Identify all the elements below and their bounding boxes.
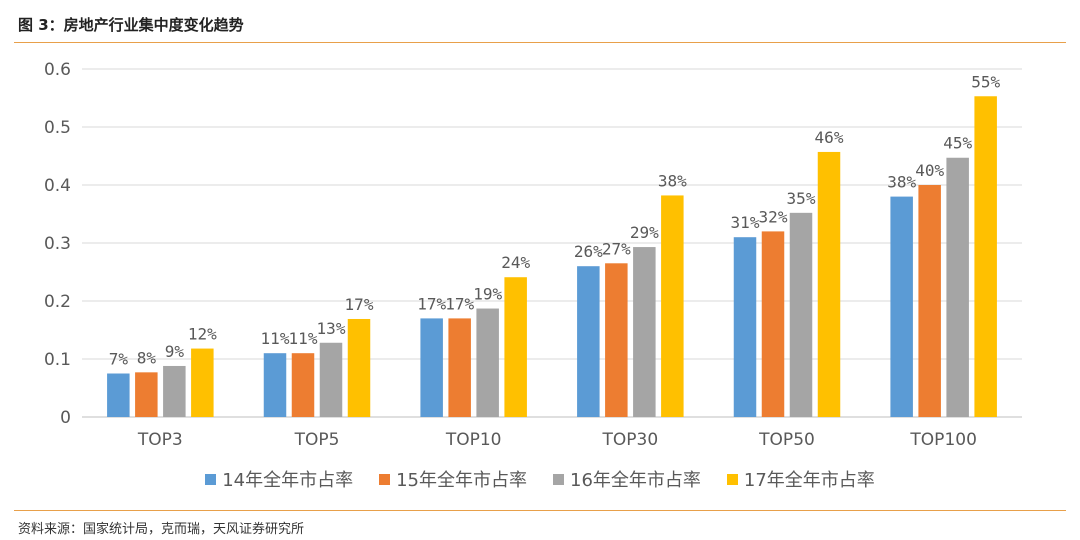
y-tick-label: 0.2 (44, 292, 71, 312)
bar (661, 195, 684, 417)
bar (946, 157, 969, 418)
bar (633, 247, 656, 417)
data-label: 32% (759, 207, 788, 226)
y-tick-label: 0.5 (44, 118, 71, 138)
bar (504, 277, 527, 417)
legend-swatch (379, 473, 391, 485)
data-label: 17% (417, 294, 446, 313)
data-label: 17% (445, 294, 474, 313)
y-tick-label: 0.6 (44, 60, 71, 80)
data-label: 26% (574, 242, 603, 261)
y-tick-label: 0.3 (44, 234, 71, 254)
bar (761, 231, 785, 417)
bar (974, 96, 997, 417)
gridlines (82, 68, 1022, 418)
legend-label: 16年全年市占率 (570, 470, 701, 491)
bar (476, 308, 499, 417)
x-tick-label: TOP10 (445, 430, 502, 450)
bar (319, 342, 343, 417)
data-labels: 7% 8% 9%12% 11% 11%13%17% 17% 17%19%24%26% 27%2… (109, 72, 1001, 368)
data-label: 11% (261, 329, 290, 348)
data-label: 11% (289, 329, 318, 348)
bar (291, 353, 315, 417)
data-label: 7% (109, 350, 129, 369)
x-tick-label: TOP30 (602, 430, 659, 450)
data-label: 29% (630, 223, 659, 242)
bar (420, 318, 443, 417)
bar (347, 318, 371, 417)
y-tick-label: 0.1 (44, 350, 71, 370)
data-label: 8% (137, 348, 157, 367)
x-tick-label: TOP5 (294, 430, 340, 450)
data-label: 35% (787, 189, 816, 208)
legend-swatch (553, 473, 564, 485)
data-label: 40% (915, 161, 944, 180)
bar (890, 196, 913, 417)
data-label: 24% (501, 253, 530, 272)
bar (191, 348, 214, 417)
legend-label: 15年全年市占率 (396, 470, 527, 491)
bar (733, 237, 757, 417)
chart-title: 图 3：房地产行业集中度变化趋势 (18, 16, 244, 34)
x-axis: TOP3 TOP5 TOP10 TOP30 TOP50 TOP100 (137, 430, 977, 450)
data-label: 45% (943, 134, 972, 153)
legend-swatch (726, 473, 738, 485)
bar (163, 365, 186, 417)
x-tick-label: TOP100 (909, 430, 976, 450)
bar (577, 266, 600, 417)
data-label: 46% (815, 128, 844, 147)
legend-item: 16年全年市占率 (553, 466, 701, 492)
y-tick-label: 0.4 (44, 176, 71, 196)
x-tick-label: TOP3 (137, 430, 183, 450)
source-divider (14, 510, 1066, 511)
bar (817, 151, 841, 417)
legend-label: 17年全年市占率 (743, 470, 875, 491)
legend-label: 14年全年市占率 (222, 470, 354, 491)
bars (107, 96, 997, 418)
bar (918, 185, 941, 417)
data-label: 13% (317, 319, 346, 338)
data-label: 31% (731, 213, 760, 232)
legend: 14年全年市占率 15年全年市占率 16年全年市占率 17年全年市占率 (0, 466, 1080, 492)
legend-swatch (205, 473, 217, 485)
y-axis: 0 0.1 0.2 0.3 0.4 0.5 0.6 (44, 60, 71, 428)
bar (448, 318, 471, 417)
data-label: 38% (658, 171, 687, 190)
legend-item: 14年全年市占率 (205, 466, 353, 492)
bar (605, 263, 628, 417)
data-label: 55% (971, 72, 1000, 91)
data-label: 12% (188, 325, 217, 344)
title-divider (14, 42, 1066, 43)
bar (135, 372, 158, 417)
legend-item: 15年全年市占率 (379, 466, 527, 492)
data-label: 9% (165, 342, 185, 361)
bar (107, 373, 130, 417)
data-label: 27% (602, 239, 631, 258)
x-tick-label: TOP50 (758, 430, 815, 450)
source-note: 资料来源：国家统计局，克而瑞，天风证券研究所 (18, 522, 305, 537)
bar (789, 212, 813, 417)
data-label: 17% (345, 295, 374, 314)
data-label: 19% (473, 285, 502, 304)
bar-chart: 00.10.20.30.40.50.6 7% 8% 9%12% 11% 11%13%17… (44, 60, 1022, 450)
legend-item: 17年全年市占率 (726, 466, 875, 492)
bar (263, 353, 287, 417)
data-label: 38% (887, 173, 916, 192)
y-tick-label: 0 (60, 408, 71, 428)
